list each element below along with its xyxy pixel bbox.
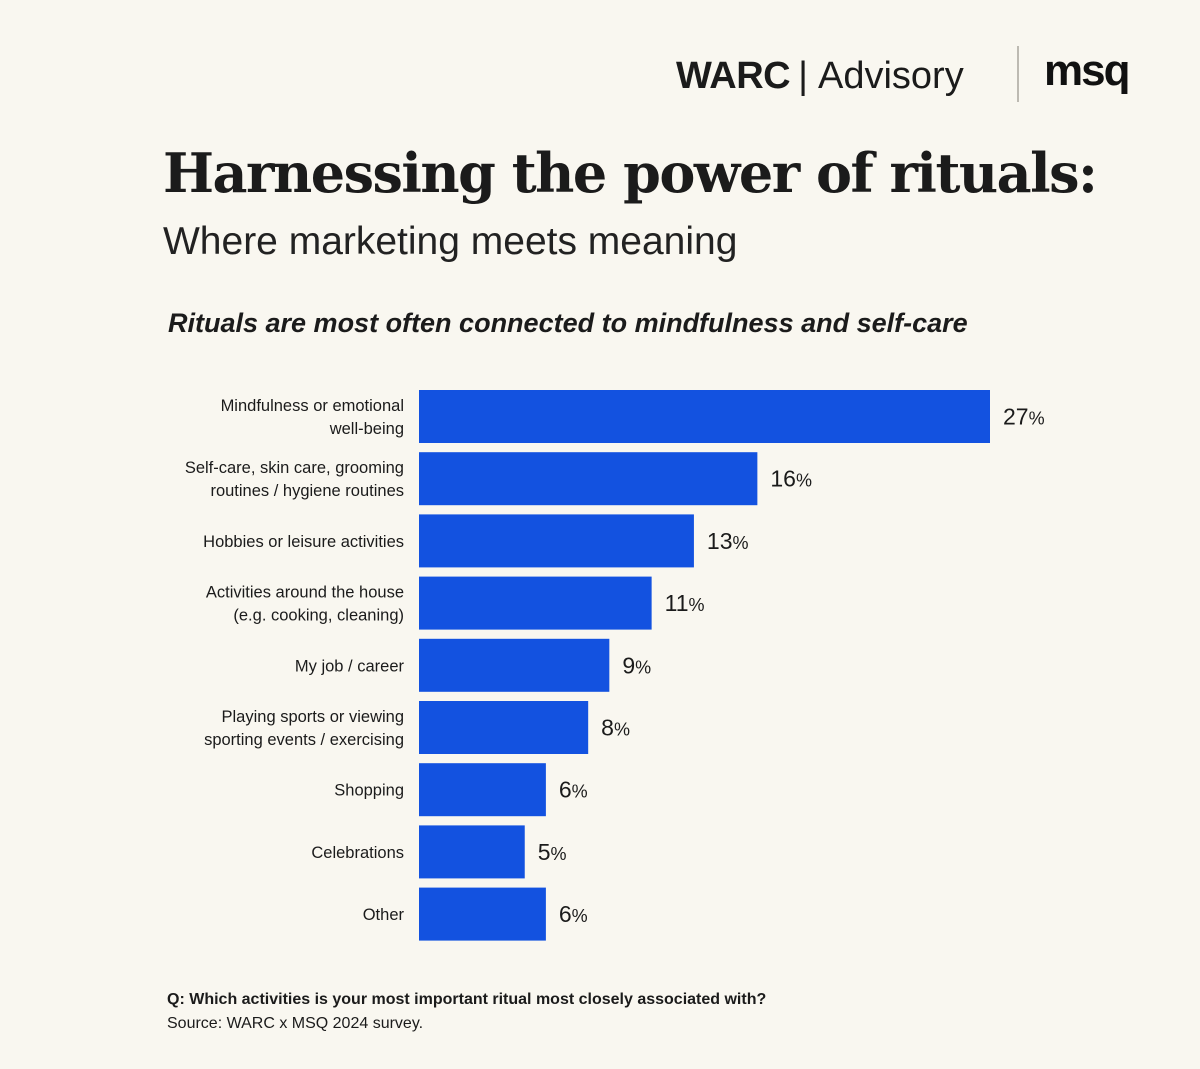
- brand-warc-advisory: WARC | Advisory: [676, 48, 964, 104]
- advisory-label: Advisory: [817, 54, 964, 97]
- data-label-8: 6%: [559, 901, 588, 927]
- data-label-5: 8%: [601, 715, 630, 741]
- category-label-5: Playing sports or viewing sporting events…: [204, 708, 404, 749]
- category-label-0: Mindfulness or emotional well-being: [221, 397, 404, 438]
- bar-8: [419, 887, 546, 941]
- chart-title: Rituals are most often connected to mind…: [168, 308, 968, 338]
- data-label-2: 13%: [707, 528, 749, 554]
- source-note: Source: WARC x MSQ 2024 survey.: [167, 1015, 424, 1032]
- msq-logo: msq: [1044, 46, 1130, 95]
- category-label-1: Self-care, skin care, grooming routines /…: [185, 459, 404, 500]
- warc-logo: WARC: [676, 54, 791, 97]
- data-label-3: 11%: [665, 590, 705, 616]
- bar-1: [419, 452, 758, 506]
- category-label-7: Celebrations: [311, 844, 404, 862]
- bar-5: [419, 701, 589, 754]
- page-subtitle: Where marketing meets meaning: [163, 220, 738, 263]
- data-label-6: 6%: [559, 777, 588, 803]
- bar-3: [419, 576, 652, 630]
- category-label-8: Other: [363, 906, 405, 924]
- brand-separator: |: [798, 54, 808, 97]
- page-title: Harnessing the power of rituals:: [163, 141, 1098, 205]
- data-label-0: 27%: [1003, 404, 1045, 430]
- category-label-2: Hobbies or leisure activities: [203, 533, 404, 551]
- data-label-7: 5%: [538, 839, 567, 865]
- bar-7: [419, 825, 525, 879]
- bar-4: [419, 638, 610, 692]
- category-label-6: Shopping: [334, 782, 404, 800]
- data-label-4: 9%: [622, 652, 651, 678]
- brand-divider: [1017, 46, 1019, 102]
- bar-6: [419, 763, 546, 817]
- data-label-1: 16%: [770, 466, 812, 492]
- category-label-3: Activities around the house (e.g. cooking…: [206, 584, 404, 625]
- category-label-4: My job / career: [295, 657, 405, 675]
- survey-question: Q: Which activities is your most importa…: [167, 991, 767, 1008]
- bar-0: [419, 390, 990, 443]
- bar-2: [419, 514, 694, 568]
